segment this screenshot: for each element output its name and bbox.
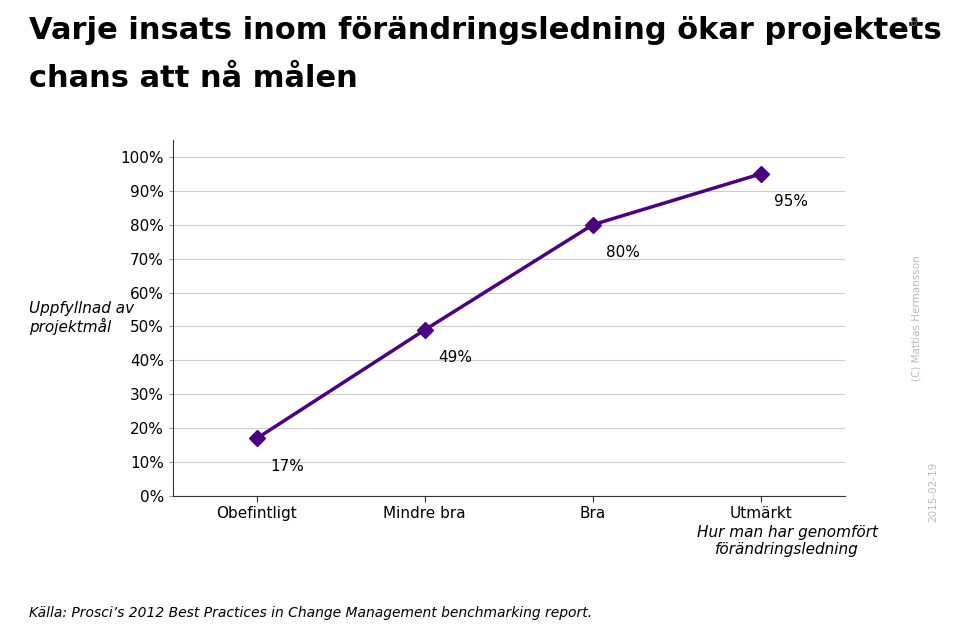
Text: chans att nå målen: chans att nå målen <box>29 64 357 93</box>
Text: Källa: Prosci’s 2012 Best Practices in Change Management benchmarking report.: Källa: Prosci’s 2012 Best Practices in C… <box>29 606 592 620</box>
Text: 8: 8 <box>909 16 917 29</box>
Text: 80%: 80% <box>607 245 640 260</box>
Text: Uppfyllnad av
projektmål: Uppfyllnad av projektmål <box>29 301 134 335</box>
Text: (C) Mattias Hermansson: (C) Mattias Hermansson <box>912 255 922 381</box>
Text: 17%: 17% <box>271 459 304 474</box>
Text: 95%: 95% <box>774 194 808 209</box>
Text: Varje insats inom förändringsledning ökar projektets: Varje insats inom förändringsledning öka… <box>29 16 942 45</box>
Text: 49%: 49% <box>438 350 472 365</box>
Text: 2015-02-19: 2015-02-19 <box>928 461 938 522</box>
Text: Hur man har genomfört
förändringsledning: Hur man har genomfört förändringsledning <box>697 525 877 557</box>
